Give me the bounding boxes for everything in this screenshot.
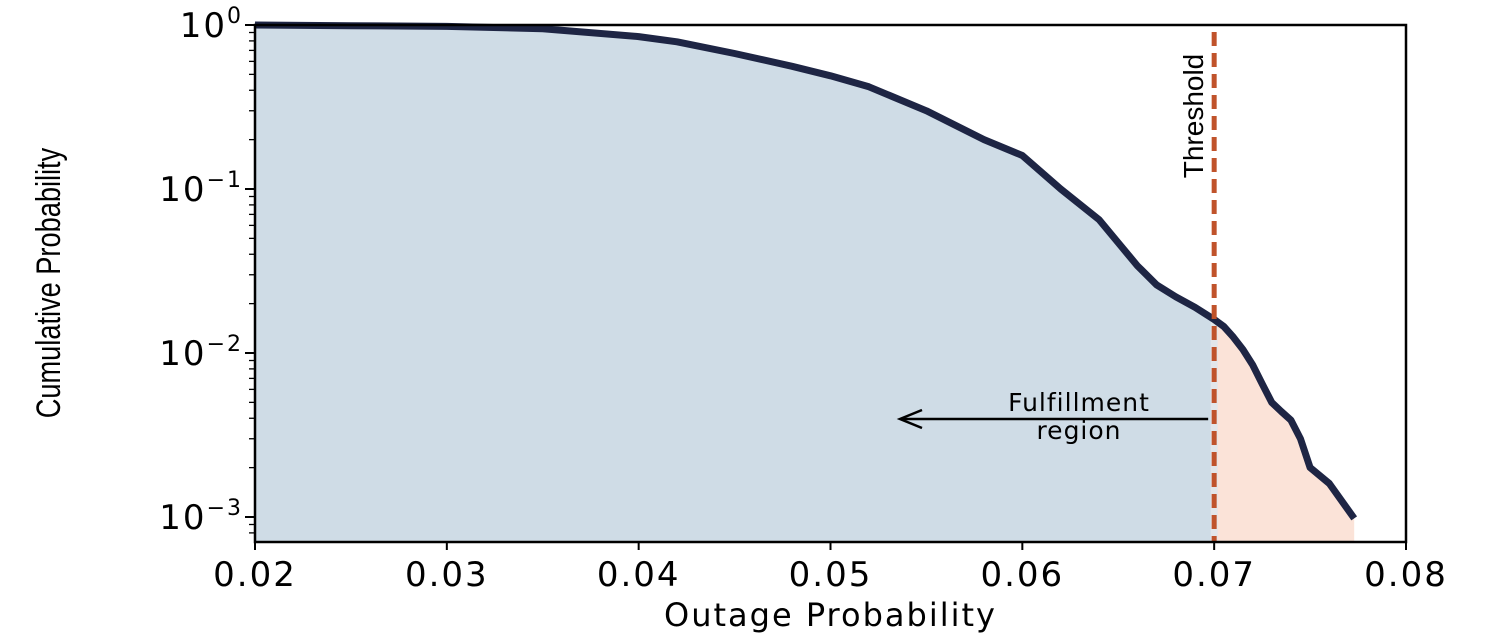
y-tick-label: 10−3 [159, 496, 243, 538]
x-tick-label: 0.03 [405, 555, 489, 595]
series-layer [254, 21, 1358, 521]
threshold-label: Threshold [1178, 54, 1209, 179]
x-axis-title: Outage Probability [664, 596, 997, 634]
outage-area [1214, 319, 1355, 542]
y-axis-title: Cumulative Probability [29, 147, 68, 418]
fulfillment-area [255, 25, 1215, 542]
x-tick-label: 0.04 [597, 555, 681, 595]
cdf-line [254, 21, 1358, 521]
y-tick-label: 10−2 [159, 332, 243, 374]
annotation-label-1: Fulfillment [1008, 388, 1150, 417]
fill-layer [255, 25, 1355, 542]
x-tick-label: 0.05 [789, 555, 873, 595]
x-tick-label: 0.02 [213, 555, 297, 595]
annotation-label-2: region [1036, 416, 1121, 445]
annotation-arrowhead [896, 408, 923, 430]
x-tick-label: 0.06 [980, 555, 1064, 595]
y-tick-label: 100 [180, 4, 243, 46]
x-tick-label: 0.08 [1364, 555, 1448, 595]
x-axis: 0.02 0.03 0.04 0.05 0.06 0.07 0.08 [213, 542, 1448, 595]
threshold-layer: Threshold [1178, 32, 1217, 542]
y-tick-label: 10−1 [159, 168, 243, 210]
y-axis: 100 10−1 10−2 10−3 [159, 4, 255, 538]
x-tick-label: 0.07 [1172, 555, 1256, 595]
